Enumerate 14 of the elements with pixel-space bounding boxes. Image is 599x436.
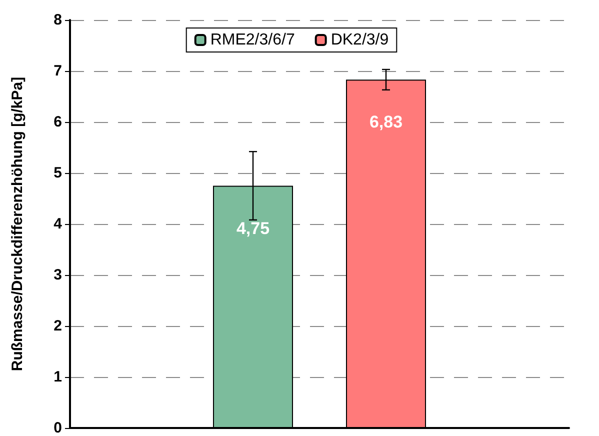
y-tick-label: 7 [54, 62, 62, 80]
data-label: 6,83 [369, 112, 403, 132]
y-tick-label: 6 [54, 114, 62, 130]
y-tick-label: 1 [54, 368, 62, 386]
legend-label: DK2/3/9 [330, 32, 389, 48]
y-axis-title: Rußmasse/Druckdifferenzhöhung [g/kPa] [9, 76, 26, 372]
y-tick-label: 0 [54, 420, 62, 436]
y-tick-label: 5 [54, 164, 62, 182]
y-tick-label: 4 [54, 216, 63, 232]
data-label: 4,75 [236, 218, 270, 238]
y-tick-label: 2 [54, 318, 62, 334]
y-tick-label: 3 [54, 266, 62, 284]
legend-label: RME2/3/6/7 [210, 32, 295, 48]
y-tick-label: 8 [54, 12, 62, 28]
